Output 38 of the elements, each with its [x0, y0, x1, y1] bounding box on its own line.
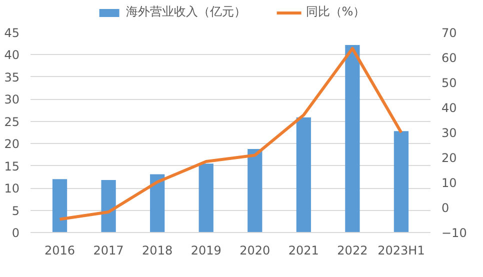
y-tick-label: 35: [4, 70, 20, 84]
y-tick-label: 15: [4, 159, 20, 174]
y2-tick-label: 30: [442, 126, 457, 140]
y-tick-label: 40: [4, 48, 20, 62]
y-tick-label: 20: [4, 137, 20, 152]
bar: [345, 44, 360, 232]
x-tick-label: 2016: [44, 244, 76, 258]
y2-tick-label: 40: [442, 101, 457, 115]
bar: [198, 164, 214, 232]
x-tick-label: 2019: [190, 244, 222, 258]
y-tick-label: 5: [12, 204, 20, 218]
x-tick-label: 2022: [337, 244, 368, 258]
y-tick-label: 0: [12, 226, 20, 240]
x-tick-label: 2023H1: [378, 244, 425, 258]
x-tick-label: 2021: [288, 244, 319, 258]
y-tick-label: 30: [4, 92, 20, 107]
bar: [52, 179, 68, 232]
y2-tick-label: −10: [442, 226, 467, 240]
y-tick-label: 45: [4, 26, 20, 40]
bar: [150, 174, 165, 232]
y2-tick-label: 10: [442, 176, 457, 190]
x-tick-label: 2018: [142, 244, 173, 258]
bar: [101, 180, 116, 232]
bar: [394, 131, 409, 232]
y2-tick-label: 0: [442, 201, 450, 215]
legend-label: 同比（%）: [306, 4, 366, 20]
y2-tick-label: 20: [442, 151, 457, 165]
bar: [296, 117, 311, 232]
y2-tick-label: 70: [442, 26, 457, 40]
x-tick-label: 2020: [240, 244, 270, 258]
line-series: [58, 47, 403, 221]
y-tick-label: 10: [4, 182, 20, 196]
y-tick-label: 25: [4, 114, 20, 129]
legend-label: 海外营业收入（亿元）: [126, 4, 246, 20]
y2-tick-label: 50: [442, 76, 457, 90]
y2-tick-label: 60: [442, 51, 457, 65]
bar: [248, 148, 262, 232]
x-tick-label: 2017: [93, 244, 124, 258]
